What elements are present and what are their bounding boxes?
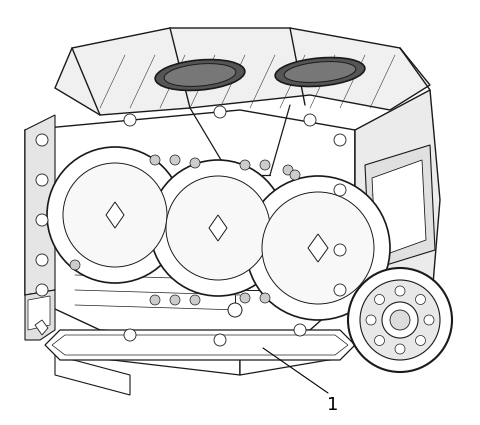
- Circle shape: [334, 134, 346, 146]
- Circle shape: [124, 114, 136, 126]
- Circle shape: [283, 165, 293, 175]
- Ellipse shape: [275, 57, 365, 87]
- Polygon shape: [25, 290, 55, 340]
- Circle shape: [395, 286, 405, 296]
- Circle shape: [190, 158, 200, 168]
- Circle shape: [424, 315, 434, 325]
- Circle shape: [36, 134, 48, 146]
- Circle shape: [374, 335, 384, 346]
- Circle shape: [150, 160, 286, 296]
- Circle shape: [70, 225, 80, 235]
- Polygon shape: [28, 296, 50, 330]
- Circle shape: [294, 324, 306, 336]
- Circle shape: [334, 244, 346, 256]
- Polygon shape: [45, 330, 355, 360]
- Polygon shape: [55, 355, 130, 395]
- Circle shape: [36, 174, 48, 186]
- Circle shape: [70, 260, 80, 270]
- Circle shape: [416, 335, 425, 346]
- Circle shape: [246, 176, 390, 320]
- Circle shape: [70, 190, 80, 200]
- Text: 1: 1: [327, 396, 339, 414]
- Circle shape: [150, 155, 160, 165]
- Circle shape: [374, 295, 384, 304]
- Circle shape: [348, 268, 452, 372]
- Circle shape: [390, 310, 410, 330]
- Polygon shape: [70, 335, 240, 375]
- Circle shape: [262, 192, 374, 304]
- Circle shape: [124, 329, 136, 341]
- Polygon shape: [106, 202, 124, 228]
- Circle shape: [290, 170, 300, 180]
- Circle shape: [190, 295, 200, 305]
- Ellipse shape: [155, 60, 245, 91]
- Polygon shape: [209, 215, 227, 241]
- Polygon shape: [240, 340, 340, 375]
- Circle shape: [150, 295, 160, 305]
- Ellipse shape: [164, 64, 236, 86]
- Circle shape: [366, 315, 376, 325]
- Circle shape: [170, 155, 180, 165]
- Circle shape: [382, 302, 418, 338]
- Circle shape: [306, 258, 330, 282]
- Circle shape: [214, 106, 226, 118]
- Circle shape: [416, 295, 425, 304]
- Polygon shape: [55, 28, 430, 115]
- Circle shape: [334, 184, 346, 196]
- Circle shape: [240, 293, 250, 303]
- Circle shape: [228, 303, 242, 317]
- Polygon shape: [25, 110, 355, 340]
- Polygon shape: [372, 160, 426, 258]
- Circle shape: [240, 160, 250, 170]
- Circle shape: [260, 160, 270, 170]
- Circle shape: [395, 344, 405, 354]
- Circle shape: [304, 114, 316, 126]
- Polygon shape: [355, 90, 440, 340]
- Circle shape: [36, 254, 48, 266]
- Circle shape: [63, 163, 167, 267]
- Circle shape: [334, 284, 346, 296]
- Circle shape: [36, 284, 48, 296]
- Circle shape: [214, 334, 226, 346]
- Polygon shape: [25, 115, 55, 295]
- Polygon shape: [308, 234, 328, 262]
- Ellipse shape: [284, 62, 356, 82]
- Circle shape: [36, 214, 48, 226]
- Circle shape: [166, 176, 270, 280]
- Circle shape: [260, 293, 270, 303]
- Circle shape: [170, 295, 180, 305]
- Polygon shape: [35, 320, 48, 335]
- Circle shape: [47, 147, 183, 283]
- Polygon shape: [365, 145, 435, 270]
- Circle shape: [360, 280, 440, 360]
